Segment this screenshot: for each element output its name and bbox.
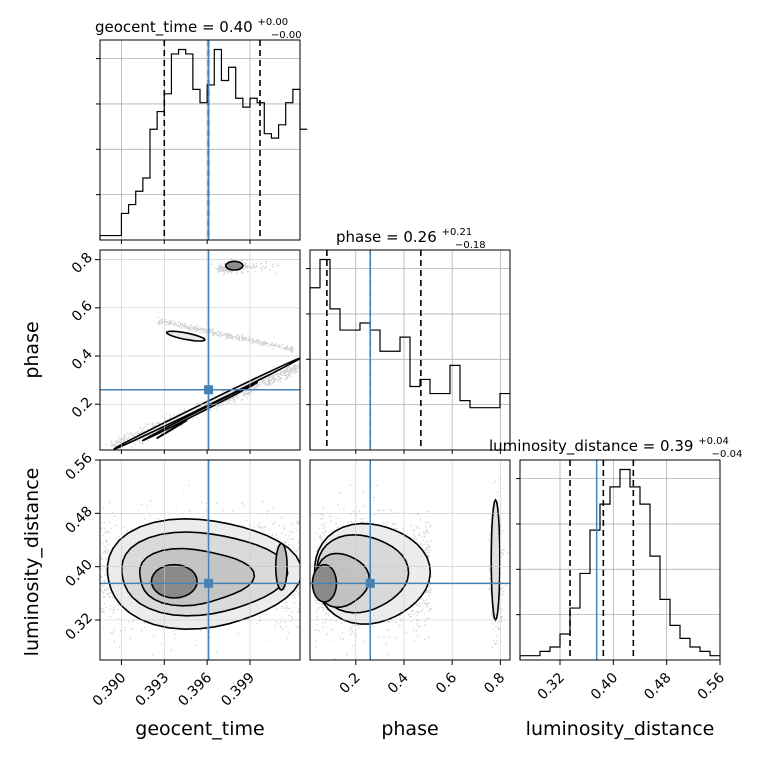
contour-geocent_time-vs-luminosity_distance-3 (150, 563, 198, 599)
contour-phase-vs-luminosity_distance-4 (490, 498, 501, 622)
contour-geocent_time-vs-phase-3 (165, 330, 206, 342)
ytick-label-phase-1: 0.4 (69, 346, 96, 373)
xtick-label-geocent_time-3: 0.399 (218, 670, 258, 710)
xtick-label-geocent_time-1: 0.393 (133, 670, 173, 710)
panel-frame-phase-vs-luminosity_distance (309, 459, 511, 661)
title-phase: phase = 0.26 +0.21 −0.18 (336, 221, 486, 251)
ytick-label-luminosity_distance-2: 0.48 (63, 503, 96, 536)
panel-frame-geocent_time-vs-phase (99, 249, 301, 451)
xtick-label-luminosity_distance-3: 0.56 (695, 670, 728, 703)
title-geocent-time: geocent_time = 0.40 +0.00 −0.00 (95, 11, 302, 41)
truth-marker-geocent_time-vs-luminosity_distance (204, 578, 214, 588)
xtick-label-luminosity_distance-2: 0.48 (641, 670, 674, 703)
panel-bg-geocent_time-vs-phase (100, 250, 300, 450)
ylabel-phase: phase (21, 321, 43, 378)
hist-step-luminosity_distance (519, 468, 720, 660)
hist-step-geocent_time (99, 48, 308, 240)
contour-geocent_time-vs-phase-1 (142, 381, 258, 442)
panel-marks-geocent_time-vs-luminosity_distance (100, 484, 300, 656)
panel-frame-geocent_time-vs-luminosity_distance (99, 459, 301, 661)
title-luminosity-distance: luminosity_distance = 0.39 +0.04 −0.04 (489, 430, 742, 460)
ylabel-luminosity-distance: luminosity_distance (21, 468, 43, 657)
hist-bg-luminosity_distance (520, 460, 720, 660)
contour-geocent_time-vs-phase-4 (224, 260, 244, 271)
ytick-label-phase-3: 0.8 (69, 250, 96, 277)
xlabel-geocent-time: geocent_time (135, 718, 264, 740)
ytick-label-luminosity_distance-0: 0.32 (63, 610, 96, 643)
xtick-label-geocent_time-0: 0.390 (90, 670, 130, 710)
plot-marks: 0.390 0.393 0.396 0.399 0.2 0.4 0.6 0.8 0.32 0.40… (63, 39, 728, 710)
xtick-label-phase-1: 0.4 (385, 670, 412, 697)
xlabel-luminosity-distance: luminosity_distance (526, 718, 715, 740)
xtick-label-luminosity_distance-0: 0.32 (535, 670, 568, 703)
ytick-label-phase-0: 0.2 (69, 394, 96, 421)
truth-marker-geocent_time-vs-phase (204, 385, 214, 395)
xtick-label-phase-2: 0.6 (433, 670, 460, 697)
hist-frame-phase (309, 249, 511, 451)
xtick-label-luminosity_distance-1: 0.40 (588, 670, 621, 703)
panel-marks-phase-vs-luminosity_distance (311, 477, 509, 660)
ytick-label-luminosity_distance-1: 0.40 (63, 557, 96, 590)
ytick-label-phase-2: 0.6 (69, 298, 96, 325)
ytick-label-luminosity_distance-3: 0.56 (63, 450, 96, 483)
hist-step-phase (309, 258, 510, 450)
xtick-label-phase-3: 0.8 (481, 670, 508, 697)
hist-bg-geocent_time (100, 40, 300, 240)
xlabel-phase: phase (381, 718, 438, 740)
truth-marker-phase-vs-luminosity_distance (365, 578, 375, 588)
hist-frame-geocent_time (99, 39, 301, 241)
hist-frame-luminosity_distance (519, 459, 721, 661)
xtick-label-phase-0: 0.2 (337, 670, 364, 697)
xtick-label-geocent_time-2: 0.396 (175, 670, 215, 710)
